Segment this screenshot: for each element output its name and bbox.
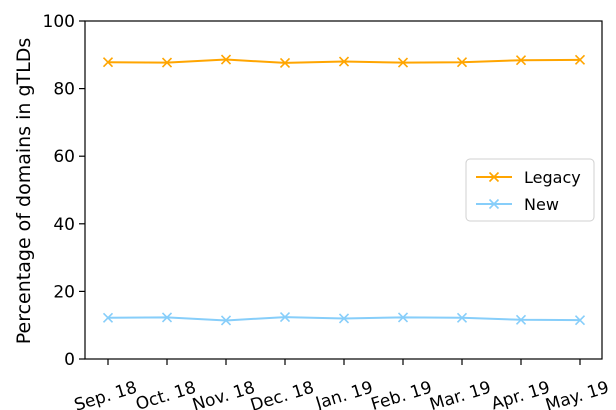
data-point-new: [338, 313, 350, 324]
x-tick-label: Nov. 18: [190, 378, 257, 410]
x-tick-label: Apr. 19: [489, 378, 553, 410]
legend-marker-new: [488, 198, 500, 210]
data-point-new: [102, 312, 114, 323]
data-point-new: [161, 312, 173, 323]
y-axis-label: Percentage of domains in gTLDs: [13, 38, 35, 345]
y-tick-label: 0: [64, 350, 75, 370]
x-tick-label: Jan. 19: [313, 378, 376, 410]
x-tick-label: May. 19: [543, 378, 611, 410]
data-point-legacy: [515, 55, 527, 66]
y-tick-label: 40: [53, 215, 75, 235]
data-point-legacy: [220, 54, 232, 65]
data-point-legacy: [338, 56, 350, 67]
legend-marker-legacy: [488, 171, 500, 183]
data-point-new: [515, 314, 527, 325]
legend: Legacy New: [465, 158, 595, 222]
legend-box: [465, 158, 595, 222]
data-point-new: [397, 312, 409, 323]
data-point-legacy: [397, 57, 409, 68]
data-point-legacy: [574, 54, 586, 65]
y-tick-label: 60: [53, 147, 75, 167]
data-point-new: [220, 315, 232, 326]
y-tick-label: 80: [53, 80, 75, 100]
x-tick-label: Feb. 19: [369, 378, 435, 410]
data-point-legacy: [102, 57, 114, 68]
x-tick-label: Mar. 19: [427, 378, 493, 410]
y-tick-label: 100: [43, 12, 75, 32]
data-point-legacy: [456, 57, 468, 68]
data-point-new: [279, 312, 291, 323]
data-point-legacy: [161, 57, 173, 68]
x-tick-label: Oct. 18: [133, 378, 198, 410]
data-point-new: [456, 312, 468, 323]
x-tick-label: Dec. 18: [248, 378, 316, 410]
legend-label-legacy: Legacy: [524, 168, 581, 187]
data-point-legacy: [279, 57, 291, 68]
legend-label-new: New: [524, 195, 559, 214]
data-point-new: [574, 315, 586, 326]
x-tick-label: Sep. 18: [72, 378, 140, 410]
y-tick-label: 20: [53, 282, 75, 302]
